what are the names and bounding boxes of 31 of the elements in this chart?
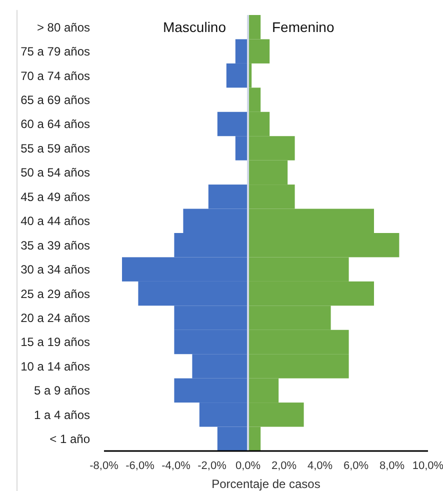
y-tick-label: 45 a 49 años (20, 190, 90, 204)
x-tick-label: 6,0% (343, 460, 369, 472)
y-tick-label: 5 a 9 años (34, 384, 90, 398)
x-tick-label: -6,0% (126, 460, 155, 472)
y-tick-label: 20 a 24 años (20, 310, 90, 325)
x-axis-title: Porcentaje de casos (212, 477, 320, 491)
y-tick-label: 15 a 19 años (20, 335, 90, 350)
y-tick-label: 70 a 74 años (20, 68, 90, 83)
y-tick-label: 75 a 79 años (20, 44, 90, 59)
x-tick-label: 10,0% (412, 460, 443, 472)
x-tick-label: -4,0% (162, 460, 191, 472)
y-tick-label: 50 a 54 años (20, 166, 90, 180)
x-tick-label: 4,0% (307, 460, 333, 472)
y-tick-label: 65 a 69 años (20, 92, 90, 107)
series-label: Masculino (162, 19, 226, 35)
y-tick-label: 25 a 29 años (20, 286, 90, 301)
y-tick-label: 60 a 64 años (20, 117, 90, 132)
x-tick-label: 0,0% (235, 460, 261, 472)
x-tick-label: -8,0% (90, 460, 119, 472)
y-tick-label: 30 a 34 años (20, 262, 90, 277)
y-tick-label: < 1 año (50, 432, 90, 446)
y-tick-label: 35 a 39 años (20, 238, 90, 252)
y-tick-label: 55 a 59 años (20, 141, 90, 156)
series-label: Femenino (272, 19, 334, 35)
x-tick-label: -2,0% (198, 460, 227, 472)
y-tick-label: 40 a 44 años (20, 214, 90, 228)
x-tick-label: 2,0% (271, 460, 297, 472)
x-tick-label: 8,0% (379, 460, 405, 472)
y-tick-label: > 80 años (36, 20, 90, 34)
y-tick-label: 10 a 14 años (20, 359, 90, 374)
y-tick-label: 1 a 4 años (34, 408, 90, 422)
